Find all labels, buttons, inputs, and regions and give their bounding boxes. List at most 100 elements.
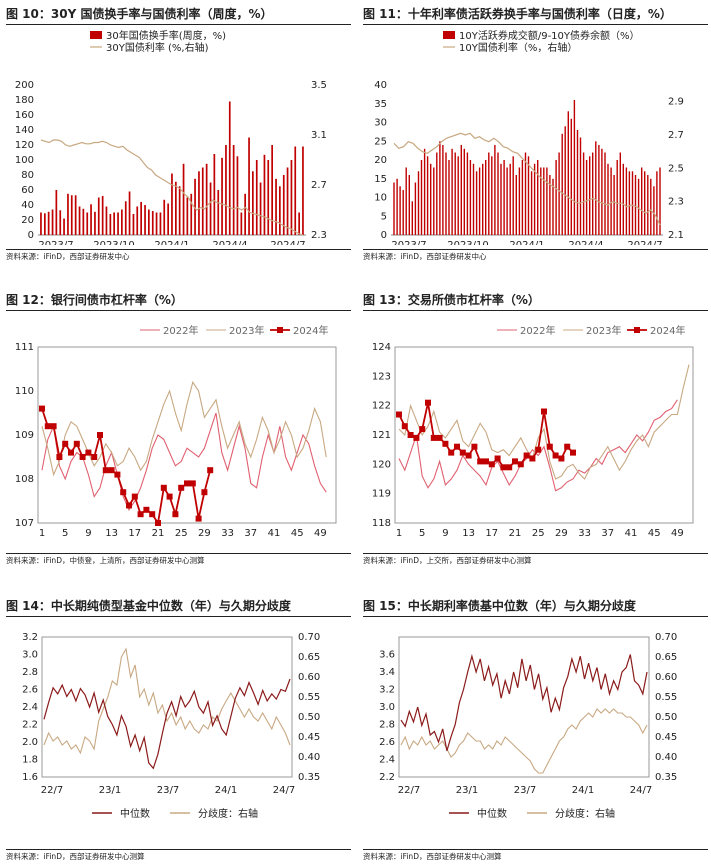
y-tick-label: 200: [15, 80, 34, 91]
bar: [167, 203, 169, 235]
bar: [101, 196, 104, 235]
data-marker: [517, 461, 524, 468]
bar: [105, 206, 108, 235]
rate-line: [40, 139, 304, 236]
chart-title: 图 13：交易所债市杠杆率（%）: [363, 290, 708, 311]
x-tick-label: 33: [221, 528, 234, 539]
series-line: [398, 364, 690, 480]
data-marker: [465, 452, 472, 459]
y2-tick-label: 2.9: [668, 97, 684, 108]
data-marker: [471, 443, 478, 450]
bar: [497, 152, 499, 235]
y-tick-label: 107: [15, 518, 34, 529]
y-tick-label: 1.6: [22, 772, 38, 783]
bar: [194, 178, 196, 236]
x-tick-label: 5: [62, 528, 68, 539]
bar: [186, 197, 189, 235]
bar: [393, 182, 395, 235]
data-marker: [564, 443, 571, 450]
bar: [423, 148, 426, 236]
bar: [426, 156, 429, 236]
bar: [402, 190, 404, 235]
bar: [576, 130, 579, 235]
y-tick-label: 10: [374, 193, 387, 204]
data-marker: [558, 455, 565, 462]
x-tick-label: 24/7: [630, 785, 652, 796]
data-marker: [448, 449, 455, 456]
bar: [521, 160, 524, 235]
bar: [163, 199, 166, 236]
data-marker: [494, 455, 501, 462]
chart-title: 图 14：中长期纯债型基金中位数（年）与久期分歧度: [6, 596, 351, 617]
data-marker: [500, 464, 507, 471]
y-tick-label: 2.4: [22, 702, 38, 713]
series-line: [41, 380, 327, 477]
bar: [74, 195, 77, 236]
data-marker: [419, 426, 426, 433]
chart-14-plot: 1.6 1.8 2.0 2.2 2.4 2.6 2.8 3.0 3.2 0.35 0.40 0.45 0…: [22, 632, 320, 820]
y2-tick-label: 0.65: [655, 652, 677, 663]
data-marker: [425, 399, 431, 406]
x-tick-label: 5: [419, 528, 425, 539]
bar: [171, 173, 173, 235]
bar: [466, 152, 469, 235]
y2-tick-label: 0.70: [655, 632, 677, 643]
bar: [524, 152, 527, 235]
bar: [595, 141, 597, 236]
x-tick-label: 17: [485, 528, 498, 539]
y2-tick-label: 3.5: [311, 80, 327, 91]
legend-label: 分歧度：右轴: [555, 807, 615, 820]
data-marker: [44, 423, 51, 430]
y2-tick-label: 3.1: [311, 130, 327, 141]
legend-label: 30年国债换手率(周度，%): [106, 29, 226, 42]
x-tick-label: 24/1: [215, 785, 237, 796]
rate-line: [393, 132, 661, 226]
data-marker: [102, 467, 109, 474]
bar: [67, 193, 69, 236]
bar: [286, 167, 289, 235]
x-tick-label: 2024/4: [212, 240, 247, 245]
bar: [408, 175, 410, 235]
x-tick-label: 2023/7: [38, 240, 73, 245]
bar: [601, 148, 603, 236]
y-tick-label: 119: [372, 489, 391, 500]
x-tick-label: 37: [244, 528, 257, 539]
y2-tick-label: 0.65: [298, 652, 320, 663]
bar: [555, 160, 557, 235]
data-marker: [120, 489, 127, 496]
y-tick-label: 30: [374, 118, 387, 129]
chart-panel-11: 图 11：十年利率债活跃券换手率与国债利率（日度，%） 0 5 10 15 20 25 30…: [363, 4, 708, 264]
bar: [198, 171, 200, 236]
bar: [469, 160, 472, 235]
bar: [51, 209, 54, 235]
y2-tick-label: 0.55: [655, 692, 677, 703]
y2-tick-label: 0.50: [298, 712, 320, 723]
chart-title: 图 10：30Y 国债换手率与国债利率（周度，%）: [6, 4, 351, 25]
y-tick-label: 121: [372, 430, 391, 441]
y-tick-label: 108: [15, 474, 34, 485]
y-tick-label: 118: [372, 518, 391, 529]
bar: [512, 156, 514, 236]
bar: [585, 160, 588, 235]
y-tick-label: 2.6: [379, 737, 395, 748]
bar: [178, 186, 181, 236]
median-line: [400, 653, 648, 751]
chart-title: 图 12：银行间债市杠杆率（%）: [6, 290, 351, 311]
source-note: 资料来源：iFinD，上交所，西部证券研发中心测算: [363, 553, 708, 568]
legend-label: 2023年: [229, 324, 264, 337]
x-tick-label: 29: [555, 528, 568, 539]
y2-tick-label: 0.35: [298, 772, 320, 783]
chart-11-plot: 0 5 10 15 20 25 30 35 40 2.1 2.3 2.5 2.7 2.9 2023/7 202…: [374, 29, 684, 251]
bar: [298, 212, 300, 235]
legend-label: 分歧度：右轴: [198, 807, 258, 820]
bar: [190, 193, 193, 236]
bar: [625, 167, 628, 235]
bar: [589, 156, 591, 236]
bar: [217, 190, 220, 235]
y-tick-label: 0: [381, 230, 387, 241]
bar: [530, 171, 533, 236]
bar: [482, 163, 484, 236]
y2-tick-label: 0.45: [298, 732, 320, 743]
data-marker: [79, 454, 86, 460]
